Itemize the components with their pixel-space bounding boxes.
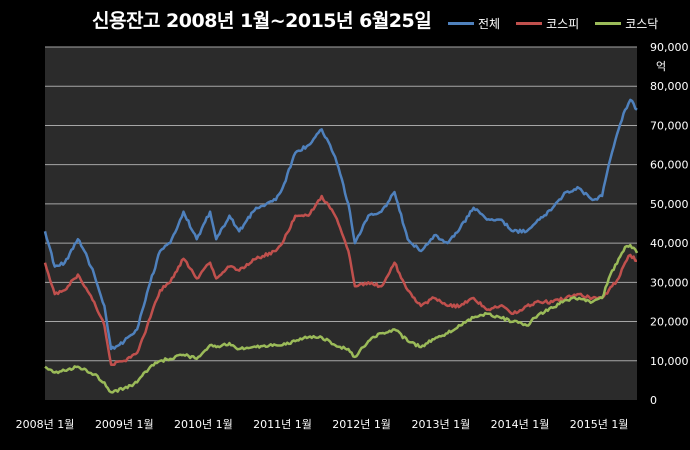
- legend-label-total: 전체: [478, 17, 501, 31]
- y-tick-label: 20,000: [650, 316, 689, 329]
- x-tick-label: 2013년 1월: [412, 418, 471, 431]
- x-tick-labels: 2008년 1월 2009년 1월 2010년 1월 2011년 1월 2012년 1월…: [16, 418, 629, 431]
- series-line-kosdaq: [44, 243, 639, 394]
- x-tick-label: 2010년 1월: [174, 418, 233, 431]
- series-lines: [43, 98, 639, 394]
- y-tick-label: 50,000: [650, 198, 689, 211]
- series-line-total: [43, 98, 638, 351]
- plot-area: [45, 47, 637, 400]
- x-tick-label: 2011년 1월: [253, 418, 312, 431]
- x-tick-label: 2015년 1월: [570, 418, 629, 431]
- legend-swatch-total: [448, 22, 474, 25]
- grid-lines: [45, 46, 637, 362]
- x-tick-label: 2008년 1월: [16, 418, 75, 431]
- x-tick-label: 2009년 1월: [95, 418, 154, 431]
- legend-item-total: 전체: [448, 15, 500, 32]
- y-tick-label: 10,000: [650, 355, 689, 368]
- x-tick-label: 2014년 1월: [491, 418, 550, 431]
- chart-title: 신용잔고 2008년 1월~2015년 6월25일: [92, 10, 432, 32]
- y-tick-labels: 0 10,000 20,000 30,000 40,000 50,000 60,000 70,…: [650, 41, 689, 407]
- y-tick-label: 80,000: [650, 80, 689, 93]
- y-tick-label: 0: [650, 394, 657, 407]
- x-tick-label: 2012년 1월: [332, 418, 391, 431]
- series-line-kospi: [43, 194, 637, 366]
- legend-label-kosdaq: 코스닥: [625, 17, 659, 31]
- legend-item-kospi: 코스피: [516, 15, 579, 32]
- y-tick-label: 60,000: [650, 159, 689, 172]
- legend-swatch-kospi: [516, 22, 543, 25]
- legend-label-kospi: 코스피: [546, 17, 580, 31]
- y-tick-label: 30,000: [650, 276, 689, 289]
- legend-item-kosdaq: 코스닥: [595, 15, 658, 32]
- y-axis-unit-label: 억: [656, 60, 667, 73]
- y-tick-label: 40,000: [650, 237, 689, 250]
- legend-swatch-kosdaq: [595, 22, 622, 25]
- y-tick-label: 90,000: [650, 41, 689, 54]
- y-tick-label: 70,000: [650, 119, 689, 132]
- legend: 전체 코스피 코스닥: [448, 15, 658, 32]
